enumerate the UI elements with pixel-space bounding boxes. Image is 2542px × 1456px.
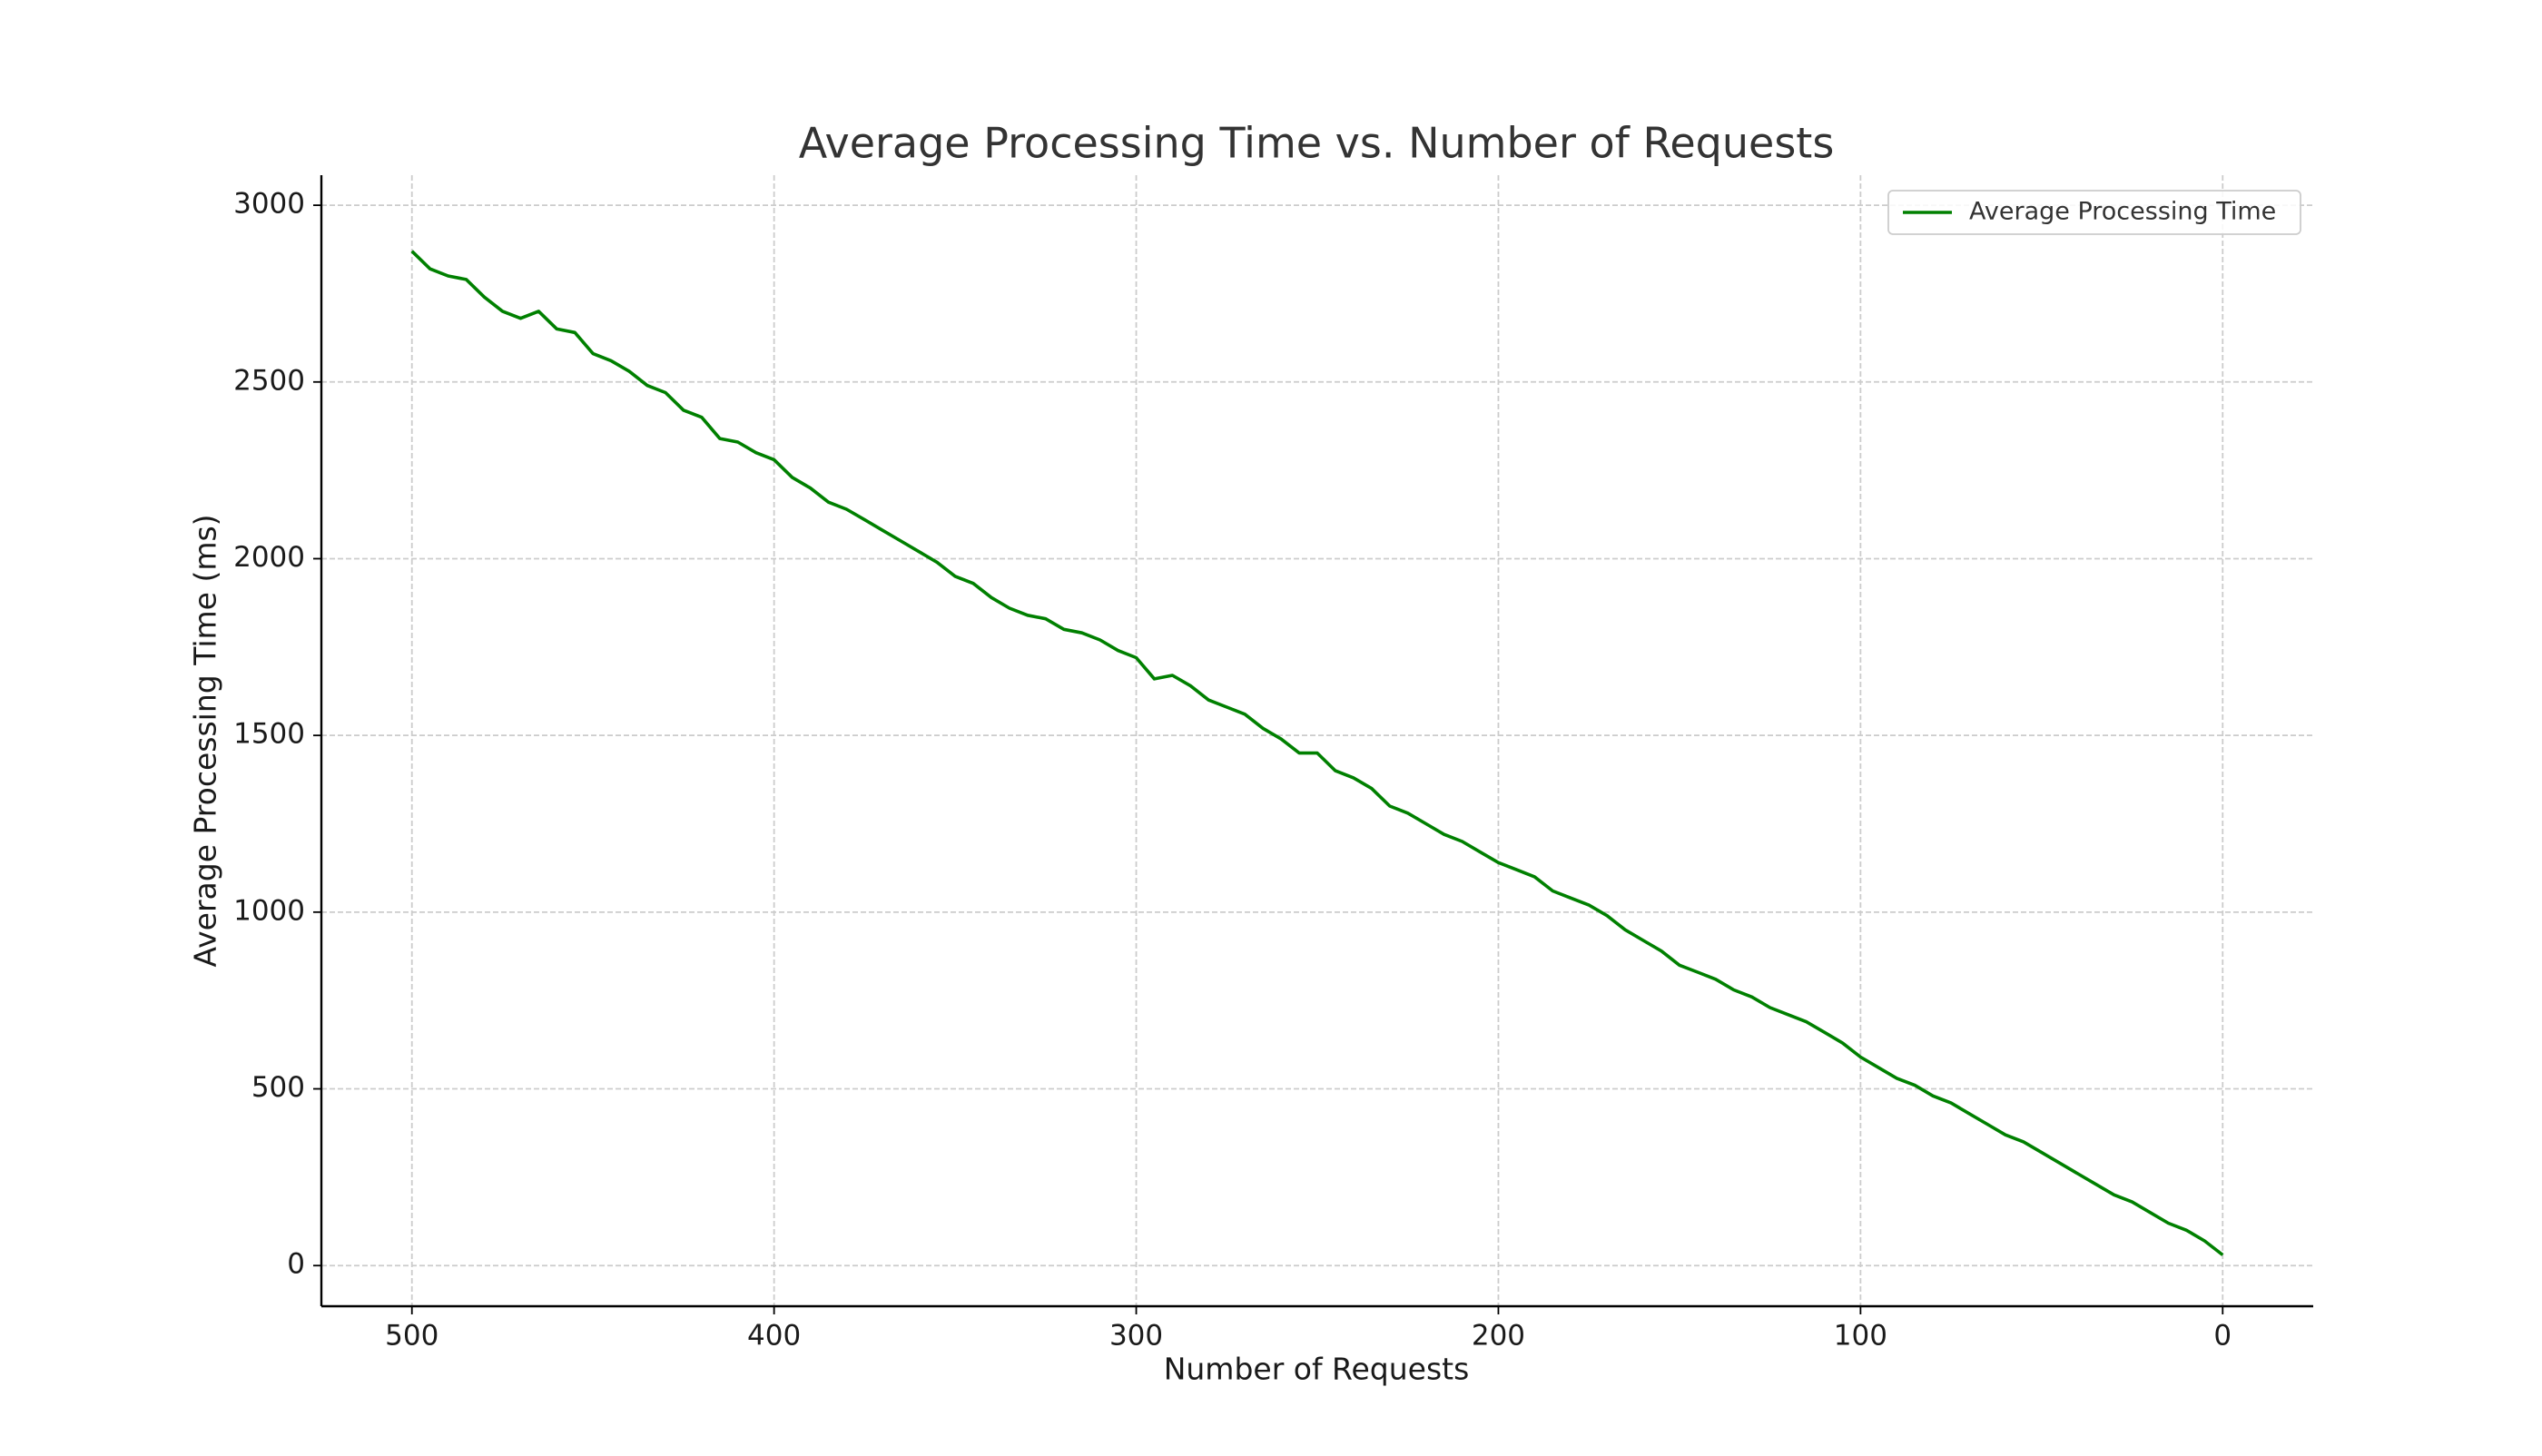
y-tick-label: 0 (287, 1248, 305, 1281)
x-tick-label: 300 (1109, 1320, 1163, 1353)
x-tick-label: 500 (385, 1320, 438, 1353)
legend-box (1887, 190, 2301, 235)
chart-title: Average Processing Time vs. Number of Re… (799, 119, 1835, 168)
data-line (410, 250, 2224, 1256)
x-tick-label: 200 (1472, 1320, 1525, 1353)
x-tick-label: 0 (2213, 1320, 2232, 1353)
legend: Average Processing Time (1887, 190, 2301, 235)
x-tick-label: 100 (1834, 1320, 1887, 1353)
y-tick-label: 1500 (233, 718, 305, 751)
x-axis-label: Number of Requests (1164, 1352, 1470, 1387)
y-tick-label: 1000 (233, 894, 305, 927)
y-tick-label: 3000 (233, 188, 305, 221)
y-tick-label: 2000 (233, 541, 305, 574)
y-tick-label: 500 (251, 1071, 305, 1104)
y-tick-label: 2500 (233, 364, 305, 397)
x-tick-label: 400 (747, 1320, 801, 1353)
legend-label: Average Processing Time (1969, 198, 2276, 226)
y-axis-label: Average Processing Time (ms) (188, 514, 223, 967)
